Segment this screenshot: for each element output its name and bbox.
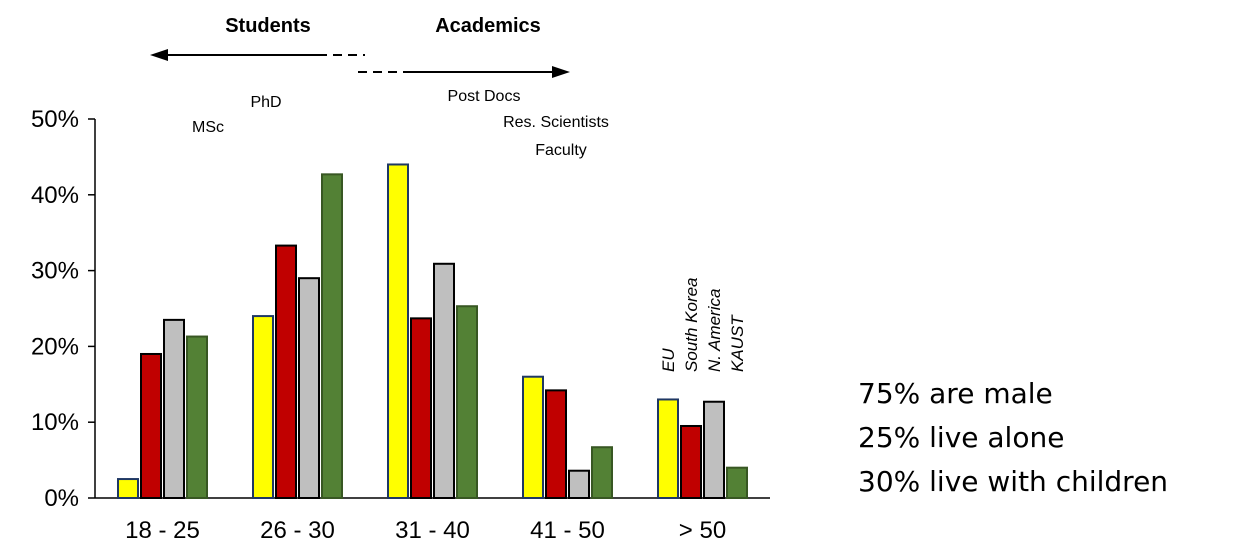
students-label: Students xyxy=(225,15,311,37)
bar-south-korea xyxy=(140,352,162,500)
facts-list: 75% are male 25% live alone 30% live wit… xyxy=(858,372,1168,504)
y-tick-label: 10% xyxy=(31,409,79,436)
legend: EU South Korea N. America KAUST xyxy=(659,277,747,372)
legend-label-south-korea: South Korea xyxy=(682,277,701,372)
bar-eu xyxy=(387,163,409,499)
bar-kaust xyxy=(726,466,748,499)
bar-n-america xyxy=(703,400,725,500)
legend-label-n-america: N. America xyxy=(705,289,724,372)
x-tick-label: 31 - 40 xyxy=(395,517,470,544)
bar-n-america xyxy=(433,262,455,500)
bar-eu xyxy=(252,315,274,499)
bar-n-america xyxy=(298,277,320,499)
bar-eu xyxy=(657,398,679,499)
bar-chart: 0% 10% 20% 30% 40% 50% 18 - 25 26 - 30 31 - 40 4… xyxy=(31,15,770,544)
bar-n-america xyxy=(163,318,185,499)
x-tick-label: 18 - 25 xyxy=(125,517,200,544)
phd-label: PhD xyxy=(250,94,281,111)
y-tick-label: 50% xyxy=(31,106,79,133)
fact-live-alone: 25% live alone xyxy=(858,421,1065,454)
msc-label: MSc xyxy=(192,119,224,136)
bar-south-korea xyxy=(680,424,702,499)
postdocs-label: Post Docs xyxy=(448,88,521,105)
y-tick-label: 30% xyxy=(31,258,79,285)
x-tick-label: 26 - 30 xyxy=(260,517,335,544)
bar-kaust xyxy=(456,305,478,500)
bar-eu xyxy=(117,478,139,499)
bar-south-korea xyxy=(275,244,297,499)
y-tick-label: 40% xyxy=(31,182,79,209)
academics-arrowhead xyxy=(552,66,570,78)
x-axis: 18 - 25 26 - 30 31 - 40 41 - 50 > 50 xyxy=(95,497,770,544)
bar-eu xyxy=(522,375,544,499)
students-arrowhead xyxy=(150,49,168,61)
y-tick-label: 0% xyxy=(44,485,79,512)
role-annotations: Students Academics MSc PhD Post Docs Res… xyxy=(150,15,609,159)
bar-kaust xyxy=(591,446,613,499)
legend-label-kaust: KAUST xyxy=(728,314,747,372)
bar-south-korea xyxy=(545,389,567,500)
x-tick-label: 41 - 50 xyxy=(530,517,605,544)
bar-n-america xyxy=(568,469,590,500)
res-scientists-label: Res. Scientists xyxy=(503,114,609,131)
legend-label-eu: EU xyxy=(659,348,678,372)
academics-label: Academics xyxy=(435,15,541,37)
fact-with-children: 30% live with children xyxy=(858,465,1169,498)
bar-kaust xyxy=(321,173,343,499)
bars xyxy=(117,163,748,500)
bar-south-korea xyxy=(410,317,432,499)
bar-kaust xyxy=(186,335,208,499)
fact-male: 75% are male xyxy=(858,377,1053,410)
y-axis: 0% 10% 20% 30% 40% 50% xyxy=(31,106,96,512)
x-tick-label: > 50 xyxy=(679,517,726,544)
faculty-label: Faculty xyxy=(535,142,587,159)
y-tick-label: 20% xyxy=(31,333,79,360)
